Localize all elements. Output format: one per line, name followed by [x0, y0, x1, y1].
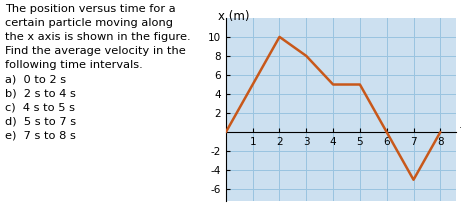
Text: x (m): x (m): [218, 10, 249, 23]
Text: The position versus time for a
certain particle moving along
the x axis is shown: The position versus time for a certain p…: [5, 4, 190, 140]
